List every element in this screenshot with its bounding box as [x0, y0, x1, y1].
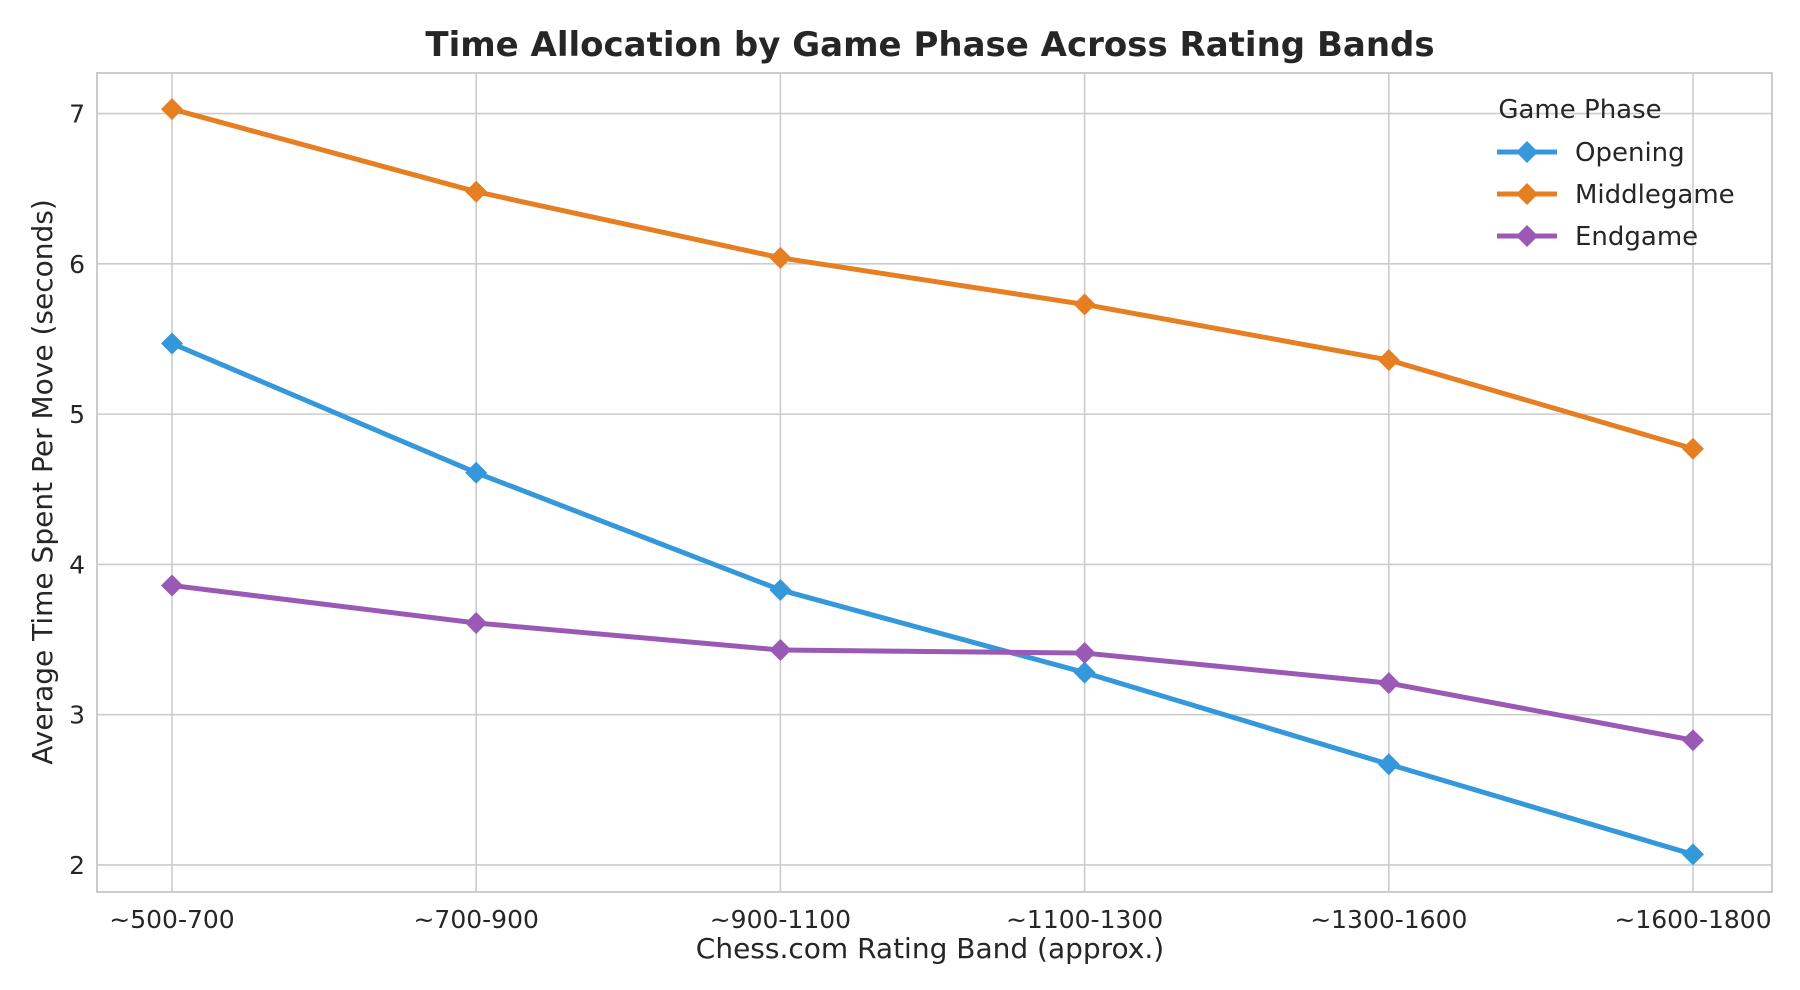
- legend-item: Endgame: [1497, 222, 1698, 252]
- series-line: [169, 582, 1696, 743]
- series-middlegame: [161, 98, 1704, 460]
- legend-swatch-marker: [1516, 141, 1538, 163]
- y-axis-label: Average Time Spent Per Move (seconds): [26, 199, 59, 765]
- x-tick-label: ~1300-1600: [1310, 905, 1467, 934]
- legend-item: Middlegame: [1497, 180, 1735, 210]
- legend-label: Endgame: [1575, 222, 1698, 252]
- data-point: [465, 180, 488, 203]
- x-tick-label: ~1600-1800: [1614, 905, 1771, 934]
- legend-swatch-marker: [1516, 183, 1538, 205]
- legend-title: Game Phase: [1498, 95, 1661, 125]
- legend-label: Middlegame: [1575, 180, 1735, 210]
- data-point: [465, 612, 488, 635]
- data-point: [1073, 642, 1096, 665]
- y-axis-ticks: 2 3 4 5 6 7: [69, 100, 85, 880]
- y-tick-label: 7: [69, 100, 85, 129]
- x-tick-label: ~700-900: [413, 905, 538, 934]
- data-point: [1377, 349, 1400, 372]
- data-point: [1377, 672, 1400, 695]
- data-point: [1682, 843, 1704, 866]
- y-tick-label: 4: [69, 550, 85, 579]
- y-tick-label: 3: [69, 701, 85, 730]
- data-point: [769, 639, 792, 662]
- data-point: [1377, 753, 1400, 776]
- plot-area-frame: [96, 72, 1773, 893]
- data-point: [1073, 293, 1096, 316]
- series-endgame: [161, 574, 1704, 752]
- data-point: [161, 332, 183, 355]
- data-point: [1682, 437, 1704, 460]
- data-point: [769, 246, 792, 269]
- series-layer: [161, 98, 1704, 866]
- data-point: [465, 461, 488, 484]
- series-line: [169, 340, 1696, 857]
- x-axis-label: Chess.com Rating Band (approx.): [696, 932, 1164, 965]
- x-tick-label: ~900-1100: [710, 905, 851, 934]
- data-point: [769, 578, 792, 601]
- legend-swatch-marker: [1516, 225, 1538, 247]
- series-line: [169, 106, 1696, 452]
- y-tick-label: 5: [69, 400, 85, 429]
- legend: Game Phase Opening Middlegame Endgame: [1497, 95, 1735, 252]
- legend-label: Opening: [1575, 138, 1685, 168]
- chart-title: Time Allocation by Game Phase Across Rat…: [425, 25, 1434, 65]
- x-tick-label: ~1100-1300: [1006, 905, 1163, 934]
- data-point: [161, 574, 183, 597]
- y-tick-label: 2: [69, 851, 85, 880]
- data-point: [161, 98, 183, 121]
- grid-lines: [97, 73, 1772, 892]
- data-point: [1073, 661, 1096, 684]
- data-point: [1682, 729, 1704, 752]
- legend-items: Opening Middlegame Endgame: [1497, 138, 1735, 252]
- legend-item: Opening: [1497, 138, 1685, 168]
- series-opening: [161, 332, 1704, 866]
- x-tick-label: ~500-700: [109, 905, 234, 934]
- x-axis-ticks: ~500-700 ~700-900 ~900-1100 ~1100-1300 ~1300…: [109, 905, 1771, 934]
- y-tick-label: 6: [69, 250, 85, 279]
